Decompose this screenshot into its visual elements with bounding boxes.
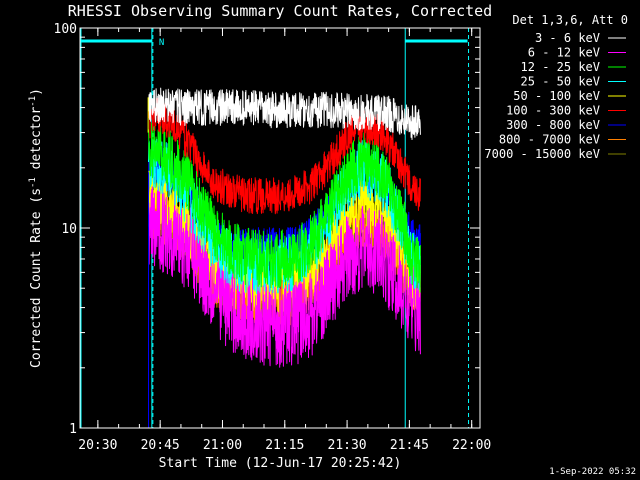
y-tick-label: 100 — [54, 22, 77, 37]
timestamp: 1-Sep-2022 05:32 — [549, 467, 636, 477]
series-line-5 — [148, 97, 421, 215]
x-tick-label: 21:45 — [390, 438, 429, 453]
legend-entry-label: 7000 - 15000 keV — [484, 147, 600, 161]
x-axis-label: Start Time (12-Jun-17 20:25:42) — [159, 456, 402, 471]
x-tick-label: 20:30 — [78, 438, 117, 453]
x-tick-label: 21:30 — [328, 438, 367, 453]
y-axis-label: Corrected Count Rate (s-1 detector-1) — [28, 88, 44, 368]
y-tick-label: 10 — [61, 222, 77, 237]
plot-area: N — [80, 28, 470, 428]
legend-entry-label: 100 - 300 keV — [506, 104, 600, 118]
y-axis: 1 10 100 — [54, 22, 480, 437]
legend-entry-label: 800 - 7000 keV — [499, 133, 600, 147]
chart-title: RHESSI Observing Summary Count Rates, Co… — [68, 2, 492, 20]
y-tick-label: 1 — [69, 422, 77, 437]
series-line-1 — [148, 186, 421, 368]
legend-entry-label: 300 - 800 keV — [506, 118, 600, 132]
legend-entry-label: 6 - 12 keV — [528, 46, 600, 60]
x-tick-label: 21:00 — [203, 438, 242, 453]
x-tick-label: 20:45 — [141, 438, 180, 453]
x-tick-label: 22:00 — [452, 438, 491, 453]
x-tick-label: 21:15 — [265, 438, 304, 453]
legend-header: Det 1,3,6, Att 0 — [512, 13, 628, 27]
series-line-0 — [148, 87, 421, 140]
series-line-2 — [148, 122, 421, 293]
x-axis: 20:30 20:45 21:00 21:15 21:30 21:45 22:00 — [78, 28, 491, 453]
n-marker-label: N — [159, 38, 164, 48]
legend-entry-label: 50 - 100 keV — [513, 89, 600, 103]
legend-entry-label: 25 - 50 keV — [521, 75, 600, 89]
legend-entry-label: 12 - 25 keV — [521, 60, 600, 74]
legend-entry-label: 3 - 6 keV — [535, 31, 600, 45]
